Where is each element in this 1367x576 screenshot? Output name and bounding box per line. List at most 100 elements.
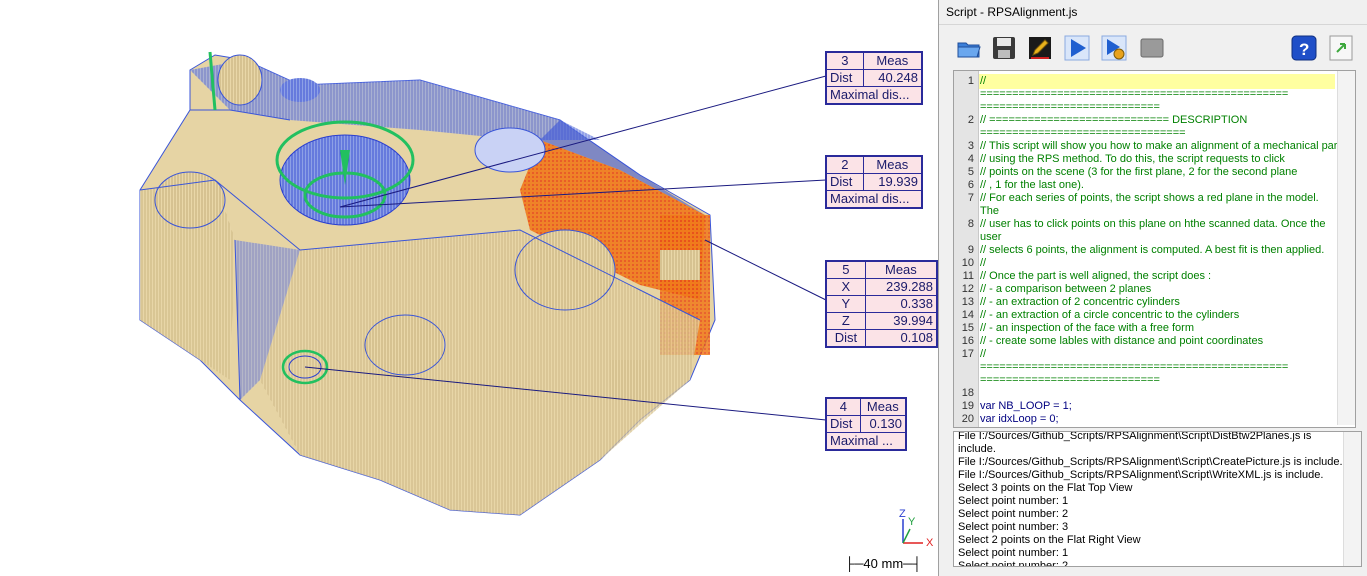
code-line: // ============================ DESCRIPT… bbox=[980, 114, 1248, 126]
mesh-scene[interactable] bbox=[0, 0, 938, 576]
line-number: 14 bbox=[961, 309, 974, 321]
save-button[interactable] bbox=[990, 34, 1018, 62]
z-value: 39.994 bbox=[864, 312, 938, 330]
line-number: 5 bbox=[967, 166, 974, 178]
code-line: The bbox=[980, 205, 999, 217]
line-number: 16 bbox=[961, 335, 974, 347]
line-number: 4 bbox=[967, 153, 974, 165]
line-number: 10 bbox=[961, 257, 974, 269]
measure-label-4[interactable]: 4 Meas Dist 0.130 Maximal ... bbox=[825, 397, 907, 451]
code-line: // Once the part is well aligned, the sc… bbox=[980, 270, 1212, 282]
y-label: Y bbox=[826, 295, 866, 313]
console-line: File I:/Sources/Github_Scripts/RPSAlignm… bbox=[958, 431, 1312, 442]
folder-open-icon bbox=[957, 42, 981, 58]
line-number: 9 bbox=[967, 244, 974, 256]
line-number: 8 bbox=[967, 218, 974, 230]
label-kind: Meas bbox=[864, 261, 938, 279]
dist-value: 19.939 bbox=[862, 173, 923, 191]
scale-bar-glyph: ├─ bbox=[845, 556, 864, 571]
code-line: // This script will show you how to make… bbox=[980, 140, 1341, 152]
label-kind: Meas bbox=[862, 52, 923, 70]
axis-x-label: X bbox=[926, 537, 934, 549]
code-line: // - create some lables with distance an… bbox=[980, 335, 1264, 347]
debug-run-icon bbox=[1101, 35, 1127, 61]
line-number: 18 bbox=[961, 387, 974, 399]
dist-label: Dist bbox=[826, 173, 864, 191]
line-number: 15 bbox=[961, 322, 974, 334]
console-line: include. bbox=[958, 443, 996, 455]
code-line: ========================================… bbox=[980, 88, 1289, 100]
console-scrollbar[interactable] bbox=[1343, 432, 1361, 566]
code-line: // using the RPS method. To do this, the… bbox=[980, 153, 1285, 165]
line-number: 17 bbox=[961, 348, 974, 360]
y-value: 0.338 bbox=[864, 295, 938, 313]
stop-button[interactable] bbox=[1138, 34, 1166, 62]
code-line: // For each series of points, the script… bbox=[980, 192, 1319, 204]
code-line: ============================ bbox=[980, 374, 1160, 386]
extra-value: Maximal ... bbox=[826, 432, 906, 450]
label-id: 4 bbox=[826, 398, 861, 416]
panel-titlebar[interactable]: Script - RPSAlignment.js bbox=[939, 0, 1367, 25]
line-number-gutter: 1 2 3 4 5 6 7 8 9 10 11 12 13 14 15 16 17 18 19 20 bbox=[954, 71, 979, 427]
edit-button[interactable] bbox=[1026, 34, 1054, 62]
label-kind: Meas bbox=[859, 398, 907, 416]
code-line: // bbox=[980, 75, 987, 87]
code-line: // - a comparison between 2 planes bbox=[980, 283, 1152, 295]
floppy-save-icon bbox=[993, 37, 1015, 59]
part-mesh bbox=[139, 51, 716, 516]
panel-title: Script - RPSAlignment.js bbox=[946, 5, 1078, 19]
console-line: File I:/Sources/Github_Scripts/RPSAlignm… bbox=[958, 456, 1343, 468]
code-line: // user has to click points on this plan… bbox=[980, 218, 1326, 230]
open-button[interactable] bbox=[955, 34, 983, 62]
extra-value: Maximal dis... bbox=[826, 190, 922, 208]
measure-label-2[interactable]: 2 Meas Dist 19.939 Maximal dis... bbox=[825, 155, 923, 209]
console-line: Select point number: 2 bbox=[958, 560, 1069, 567]
leader-lines bbox=[304, 75, 827, 421]
scale-bar: ├─40 mm─┤ bbox=[845, 556, 922, 571]
measure-label-3[interactable]: 3 Meas Dist 40.248 Maximal dis... bbox=[825, 51, 923, 105]
3d-viewport[interactable]: 3 Meas Dist 40.248 Maximal dis... 2 Meas… bbox=[0, 0, 939, 576]
export-icon bbox=[1329, 35, 1353, 61]
code-line: var idxLoop = 0; bbox=[980, 413, 1059, 425]
console-line: Select point number: 2 bbox=[958, 508, 1069, 520]
code-line: user bbox=[980, 231, 1002, 243]
help-button[interactable]: ? bbox=[1290, 34, 1318, 62]
dist-value: 0.130 bbox=[859, 415, 907, 433]
extra-value: Maximal dis... bbox=[826, 86, 922, 104]
console-line: Select 2 points on the Flat Right View bbox=[958, 534, 1141, 546]
code-line: ================================ bbox=[980, 127, 1186, 139]
output-console[interactable]: File I:/Sources/Github_Scripts/RPSAlignm… bbox=[953, 431, 1362, 567]
label-id: 5 bbox=[826, 261, 866, 279]
x-label: X bbox=[826, 278, 866, 296]
line-number: 20 bbox=[961, 413, 974, 425]
line-number: 7 bbox=[967, 192, 974, 204]
scale-bar-end: ─┤ bbox=[903, 556, 922, 571]
x-value: 239.288 bbox=[864, 278, 938, 296]
console-line: Select point number: 1 bbox=[958, 495, 1069, 507]
code-line: // selects 6 points, the alignment is co… bbox=[980, 244, 1325, 256]
code-line: // points on the scene (3 for the first … bbox=[980, 166, 1298, 178]
current-line-highlight bbox=[979, 74, 1335, 89]
dist-value: 0.108 bbox=[864, 329, 938, 347]
script-panel: Script - RPSAlignment.js bbox=[939, 0, 1367, 576]
script-editor[interactable]: 1 2 3 4 5 6 7 8 9 10 11 12 13 14 15 16 17 18 19 20 //======… bbox=[953, 70, 1356, 428]
edit-pencil-icon bbox=[1029, 37, 1051, 59]
run-button[interactable] bbox=[1063, 34, 1091, 62]
code-line: var NB_LOOP = 1; bbox=[980, 400, 1072, 412]
line-number: 11 bbox=[962, 270, 974, 282]
debug-run-button[interactable] bbox=[1100, 34, 1128, 62]
console-line: Select point number: 1 bbox=[958, 547, 1069, 559]
export-button[interactable] bbox=[1327, 34, 1355, 62]
axis-triad: Z Y X bbox=[899, 508, 934, 549]
code-line: // - an extraction of 2 concentric cylin… bbox=[980, 296, 1180, 308]
svg-text:?: ? bbox=[1299, 40, 1309, 59]
label-kind: Meas bbox=[862, 156, 923, 174]
console-line: File I:/Sources/Github_Scripts/RPSAlignm… bbox=[958, 469, 1324, 481]
dist-label: Dist bbox=[826, 329, 866, 347]
line-number: 2 bbox=[967, 114, 974, 126]
editor-scrollbar[interactable] bbox=[1337, 71, 1355, 425]
line-number: 6 bbox=[967, 179, 974, 191]
line-number: 19 bbox=[961, 400, 974, 412]
measure-label-5[interactable]: 5 Meas X 239.288 Y 0.338 Z 39.994 Dist 0… bbox=[825, 260, 938, 348]
code-line: ============================ bbox=[980, 101, 1160, 113]
